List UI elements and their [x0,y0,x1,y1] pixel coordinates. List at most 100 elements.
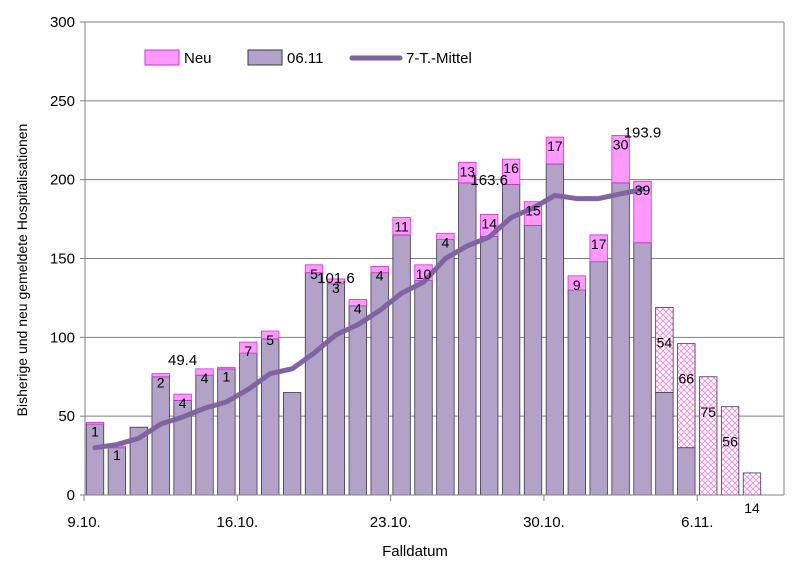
bar-neu [567,275,586,291]
bar-value-label: 17 [591,236,607,252]
bar-base [589,261,608,496]
bar-value-label: 16 [503,160,519,176]
bar-value-label: 54 [657,334,673,350]
bar-value-label: 4 [376,267,384,283]
bar-neu [458,161,477,184]
average-annotation: 49.4 [168,352,197,369]
bar-base [480,236,499,496]
bar-base [523,224,543,496]
legend-label-line: 7-T.-Mittel [406,50,472,67]
bar-base [414,280,433,496]
average-annotation: 163.6 [470,172,508,189]
bar-value-label: 2 [157,375,165,391]
x-tick-label: 23.10. [370,514,412,531]
bar-value-label: 13 [460,163,476,179]
y-axis-title: Bisherige und neu gemeldete Hospitalisat… [14,124,30,417]
average-annotation: 193.9 [624,124,662,141]
bar-neu [195,368,214,376]
legend-label-neu: Neu [184,50,212,67]
bar-neu [304,264,324,274]
bar-base [655,392,674,496]
bar-value-label: 3 [332,280,340,296]
bar-base [304,272,324,496]
bar-neu-hatched [742,472,762,496]
y-tick-label: 250 [50,93,75,110]
bar-value-label: 5 [310,266,318,282]
bar-neu-hatched [699,376,718,496]
bar-neu [589,234,608,263]
bar-base [501,183,521,496]
bar-neu [85,422,105,425]
bar-neu [633,180,652,244]
bar-neu [348,299,367,307]
average-annotation: 101.6 [317,270,355,287]
bar-base [239,352,258,496]
bar-base [545,163,565,496]
bar-value-label: 1 [223,368,231,384]
bar-base [677,447,696,496]
legend-swatch-base [247,49,283,66]
bar-value-label: 11 [394,219,409,235]
bar-neu [173,393,192,401]
bar-neu [370,265,389,274]
y-tick-label: 300 [50,14,75,31]
bar-neu [611,135,630,184]
y-tick-label: 200 [50,172,75,189]
bar-value-label: 17 [547,138,563,154]
bar-neu-hatched [677,343,696,449]
y-tick-label: 50 [58,408,75,425]
bar-neu [392,217,411,236]
bar-neu [501,158,521,185]
x-tick-label: 6.11. [681,514,713,531]
bar-base [633,242,652,496]
bar-value-label: 10 [416,266,432,282]
bar-base [392,234,411,496]
x-axis-title: Falldatum [382,543,448,560]
bar-base [261,338,280,496]
bar-base [567,289,586,496]
legend-label-base: 06.11 [287,50,323,67]
bar-neu [436,232,455,240]
x-tick-label: 16.10. [216,514,258,531]
bar-value-label: 4 [442,234,450,250]
bar-neu [151,373,170,378]
y-tick-label: 100 [50,329,75,346]
bar-base [195,374,214,496]
legend-swatch-neu [144,49,180,66]
bar-value-label: 4 [354,300,362,316]
bar-value-label: 14 [481,215,497,231]
bar-base [326,283,346,496]
bar-neu [326,278,346,285]
bar-base [458,182,477,496]
bar-value-label: 15 [525,203,541,219]
bar-value-label: 1 [91,423,99,439]
y-tick-label: 0 [67,487,75,504]
bar-neu-hatched [720,406,740,496]
bar-base [282,392,302,496]
bar-base [151,376,170,496]
bar-value-label: 4 [201,370,209,386]
bar-value-label: 5 [266,332,274,348]
bar-value-label: 39 [635,182,651,198]
bar-neu [239,341,258,354]
bar-base [348,305,367,496]
bar-neu [545,136,565,165]
bar-neu [217,366,236,370]
bar-value-label: 56 [722,434,738,450]
bar-value-label: 1 [113,447,121,463]
bar-base [436,239,455,496]
bar-value-label: 7 [244,343,252,359]
bar-base [611,182,630,496]
bar-value-label: 14 [744,500,760,516]
bar-neu [261,330,280,340]
bar-value-label: 75 [700,404,716,420]
bar-value-label: 4 [179,395,187,411]
bar-base [217,368,236,496]
x-tick-label: 30.10. [523,514,565,531]
bar-value-label: 30 [613,137,629,153]
y-tick-label: 150 [50,251,75,268]
bar-neu-hatched [655,306,674,393]
moving-average-line [92,186,645,451]
bar-value-label: 9 [573,277,581,293]
